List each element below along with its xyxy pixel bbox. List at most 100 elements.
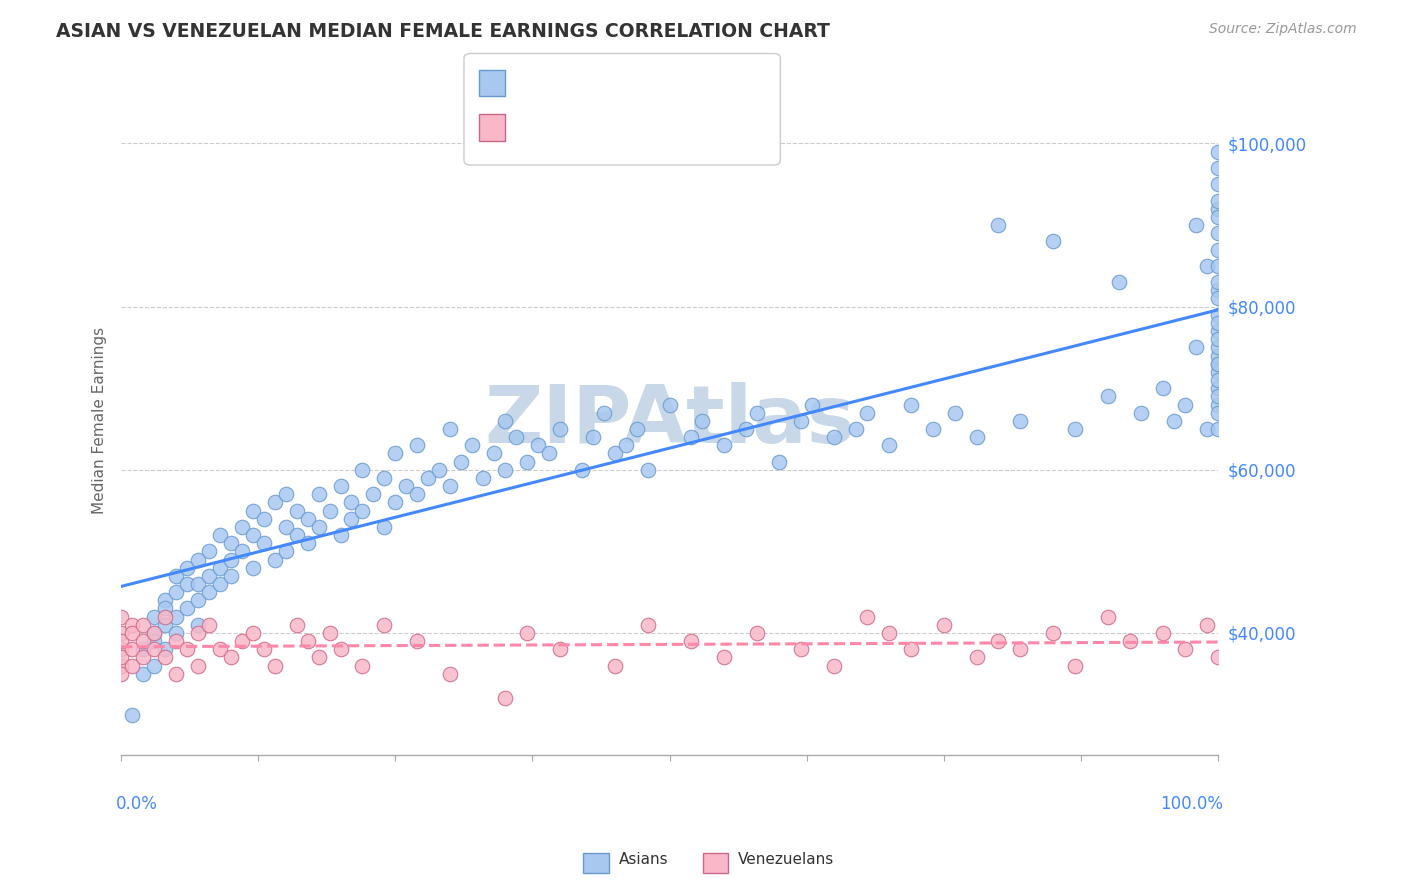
Point — [614, 438, 637, 452]
Point — [1206, 194, 1229, 208]
Point — [242, 503, 264, 517]
Point — [308, 520, 330, 534]
Point — [263, 495, 285, 509]
Point — [110, 642, 132, 657]
Point — [626, 422, 648, 436]
Point — [1206, 349, 1229, 363]
Point — [582, 430, 605, 444]
Point — [603, 446, 626, 460]
Point — [297, 512, 319, 526]
Point — [285, 528, 308, 542]
Point — [548, 422, 571, 436]
Point — [165, 666, 187, 681]
Point — [318, 503, 340, 517]
Point — [231, 544, 253, 558]
Point — [110, 609, 132, 624]
Point — [406, 634, 429, 648]
Point — [845, 422, 868, 436]
Point — [494, 414, 516, 428]
Text: 64: 64 — [654, 120, 681, 135]
Point — [747, 626, 769, 640]
Point — [406, 438, 429, 452]
Point — [658, 398, 681, 412]
Text: 100.0%: 100.0% — [1160, 796, 1223, 814]
Point — [505, 430, 527, 444]
Point — [274, 544, 297, 558]
Point — [1206, 202, 1229, 216]
Point — [143, 658, 166, 673]
Point — [966, 430, 988, 444]
Point — [790, 414, 813, 428]
Point — [363, 487, 385, 501]
Point — [208, 528, 231, 542]
Point — [921, 422, 943, 436]
Point — [153, 593, 176, 607]
Point — [681, 430, 703, 444]
Point — [516, 455, 538, 469]
Point — [384, 446, 406, 460]
Point — [132, 642, 155, 657]
Point — [121, 626, 143, 640]
Point — [242, 560, 264, 574]
Text: N =: N = — [617, 76, 647, 90]
Point — [352, 463, 374, 477]
Text: Asians: Asians — [619, 853, 668, 867]
Point — [1206, 357, 1229, 371]
Point — [198, 617, 221, 632]
Text: Venezuelans: Venezuelans — [738, 853, 834, 867]
Point — [297, 536, 319, 550]
Point — [132, 617, 155, 632]
Point — [418, 471, 440, 485]
Point — [1195, 259, 1218, 273]
Point — [1206, 226, 1229, 240]
Point — [373, 471, 395, 485]
Point — [1206, 365, 1229, 379]
Point — [297, 634, 319, 648]
Point — [681, 634, 703, 648]
Point — [856, 609, 879, 624]
Point — [329, 528, 352, 542]
Point — [143, 634, 166, 648]
Point — [877, 438, 900, 452]
Text: ASIAN VS VENEZUELAN MEDIAN FEMALE EARNINGS CORRELATION CHART: ASIAN VS VENEZUELAN MEDIAN FEMALE EARNIN… — [56, 22, 830, 41]
Point — [713, 650, 735, 665]
Point — [143, 626, 166, 640]
Point — [637, 617, 659, 632]
Point — [165, 569, 187, 583]
Point — [187, 658, 209, 673]
Text: R =: R = — [513, 76, 541, 90]
Point — [1152, 626, 1174, 640]
Point — [143, 642, 166, 657]
Point — [439, 479, 461, 493]
Point — [373, 520, 395, 534]
Point — [176, 577, 198, 591]
Point — [1206, 340, 1229, 354]
Point — [1206, 406, 1229, 420]
Text: ZIPAtlas: ZIPAtlas — [484, 382, 855, 460]
Point — [329, 642, 352, 657]
Point — [943, 406, 966, 420]
Text: R =: R = — [513, 120, 541, 135]
Point — [692, 414, 714, 428]
Text: 0.0%: 0.0% — [115, 796, 157, 814]
Point — [450, 455, 472, 469]
Point — [153, 650, 176, 665]
Point — [735, 422, 758, 436]
Point — [1206, 316, 1229, 330]
Point — [1152, 381, 1174, 395]
Point — [263, 552, 285, 566]
Text: N =: N = — [617, 120, 647, 135]
Point — [406, 487, 429, 501]
Point — [352, 658, 374, 673]
Point — [198, 585, 221, 599]
Point — [1206, 259, 1229, 273]
Point — [1130, 406, 1153, 420]
Point — [932, 617, 955, 632]
Point — [176, 601, 198, 615]
Point — [153, 601, 176, 615]
Point — [110, 650, 132, 665]
Text: 0.412: 0.412 — [550, 76, 598, 90]
Point — [143, 609, 166, 624]
Point — [877, 626, 900, 640]
Point — [132, 666, 155, 681]
